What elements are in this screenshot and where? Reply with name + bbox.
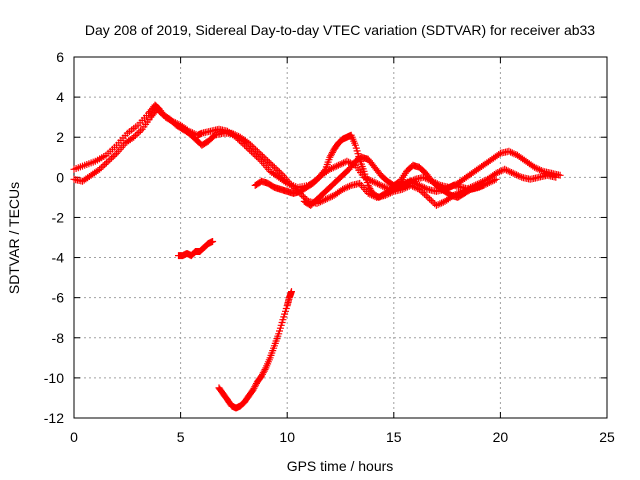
y-tick-label: -12 bbox=[44, 410, 64, 426]
x-tick-label: 25 bbox=[599, 429, 615, 445]
y-tick-labels: -12 -10 -8 -6 -4 -2 0 2 4 6 bbox=[44, 49, 64, 426]
x-tick-label: 0 bbox=[70, 429, 78, 445]
y-tick-label: -6 bbox=[52, 290, 65, 306]
y-tick-label: 6 bbox=[56, 49, 64, 65]
data-points bbox=[70, 101, 564, 412]
y-tick-label: -8 bbox=[52, 330, 65, 346]
plot-frame bbox=[73, 56, 608, 419]
y-axis-label: SDTVAR / TECUs bbox=[6, 182, 22, 294]
y-tick-label: 2 bbox=[56, 129, 64, 145]
data-point-markers bbox=[175, 238, 217, 260]
x-axis-label: GPS time / hours bbox=[287, 458, 394, 474]
x-tick-label: 5 bbox=[177, 429, 185, 445]
y-tick-label: 0 bbox=[56, 169, 64, 185]
series-mid-track-c bbox=[251, 131, 500, 201]
series-lower-track-f bbox=[215, 288, 295, 412]
y-tick-label: -4 bbox=[52, 250, 65, 266]
data-point-markers bbox=[215, 288, 295, 412]
x-tick-labels: 0 5 10 15 20 25 bbox=[70, 429, 615, 445]
data-point-markers bbox=[251, 131, 500, 201]
x-tick-label: 20 bbox=[493, 429, 509, 445]
y-tick-label: -10 bbox=[44, 370, 64, 386]
data-point-markers bbox=[300, 153, 487, 209]
y-tick-label: 4 bbox=[56, 89, 64, 105]
series-lower-track-e bbox=[175, 238, 217, 260]
x-tick-label: 10 bbox=[279, 429, 295, 445]
axis-ticks bbox=[73, 56, 608, 419]
x-tick-label: 15 bbox=[386, 429, 402, 445]
chart-title: Day 208 of 2019, Sidereal Day-to-day VTE… bbox=[85, 22, 595, 38]
y-tick-label: -2 bbox=[52, 209, 65, 225]
series-mid-track-d bbox=[300, 153, 487, 209]
